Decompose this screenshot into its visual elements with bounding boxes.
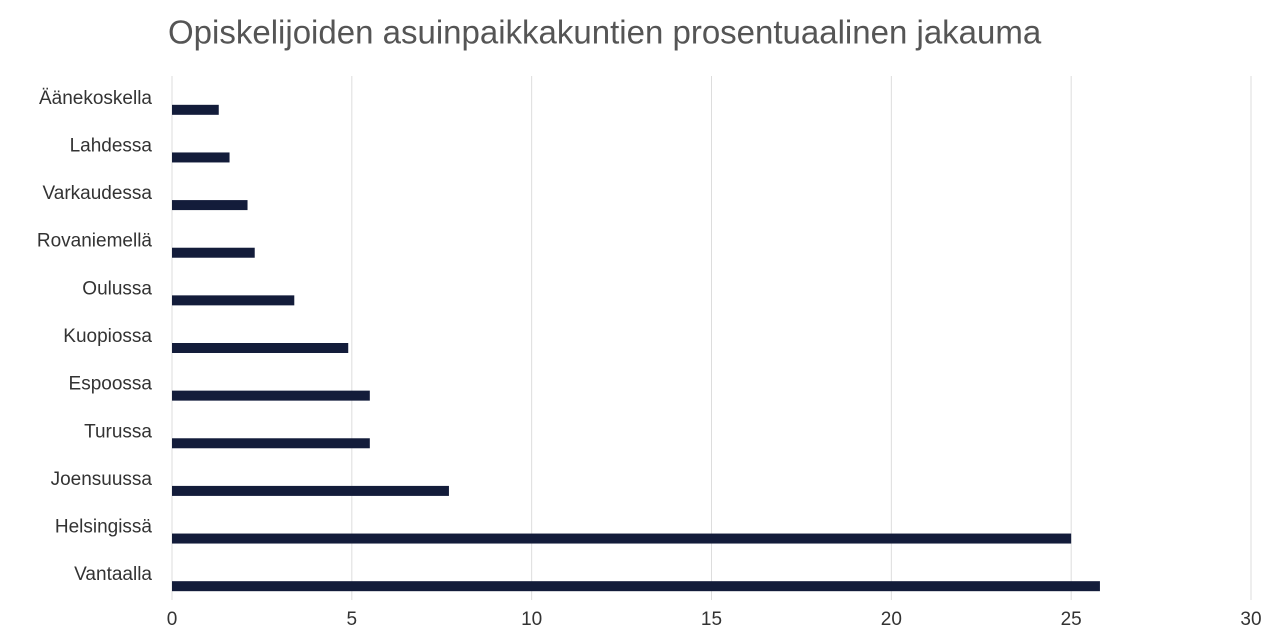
bar: [172, 152, 230, 163]
bar: [172, 295, 295, 306]
x-tick-label: 20: [881, 609, 902, 630]
x-tick-label: 30: [1240, 609, 1261, 630]
x-tick-label: 5: [347, 609, 358, 630]
bar: [172, 485, 449, 496]
x-tick-label: 15: [701, 609, 722, 630]
y-tick-label: Espoossa: [69, 374, 153, 395]
bar: [172, 104, 219, 115]
y-tick-label: Joensuussa: [51, 469, 153, 490]
bar: [172, 438, 370, 449]
x-tick-label: 25: [1061, 609, 1082, 630]
y-tick-label: Oulussa: [82, 278, 152, 299]
y-tick-label: Helsingissä: [55, 517, 153, 538]
x-tick-label: 10: [521, 609, 542, 630]
chart-title: Opiskelijoiden asuinpaikkakuntien prosen…: [168, 14, 1042, 51]
bar: [172, 343, 349, 353]
bar: [172, 533, 1072, 544]
y-tick-label: Vantaalla: [74, 564, 152, 585]
bar: [172, 581, 1100, 592]
x-tick-label: 0: [167, 609, 178, 630]
y-tick-label: Rovaniemellä: [37, 231, 153, 252]
y-tick-label: Lahdessa: [70, 135, 153, 156]
y-tick-label: Turussa: [84, 421, 152, 442]
bar: [172, 200, 248, 211]
y-tick-label: Varkaudessa: [43, 183, 153, 204]
y-tick-label: Äänekoskella: [39, 88, 152, 109]
bar: [172, 247, 255, 258]
y-tick-label: Kuopiossa: [63, 326, 152, 347]
bar: [172, 390, 370, 401]
